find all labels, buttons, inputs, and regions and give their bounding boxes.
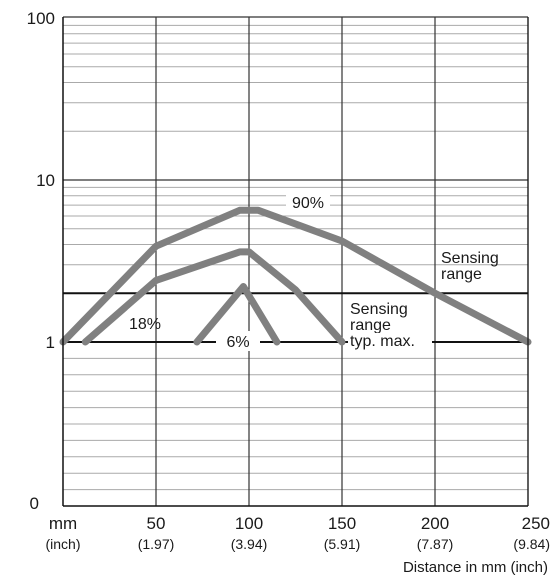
series-line-3 (193, 283, 281, 346)
reference-line-label: Sensing (350, 301, 408, 318)
curves (59, 206, 532, 346)
y-tick-label-zero: 0 (30, 494, 39, 513)
x-tick-sub-label: (9.84) (513, 536, 550, 552)
x-tick-label: 200 (421, 514, 449, 533)
axes (62, 17, 529, 507)
x-tick-sub-label: (5.91) (324, 536, 361, 552)
label-backing (216, 331, 260, 351)
series-label: 6% (226, 334, 249, 351)
x-unit-sub-label: (inch) (45, 536, 80, 552)
y-tick-label: 1 (46, 333, 55, 352)
reference-line-label: range (441, 266, 482, 283)
x-tick-label: 50 (147, 514, 166, 533)
reference-line-label: Sensing (441, 250, 499, 267)
series-line-2 (81, 248, 346, 346)
x-tick-sub-label: (7.87) (417, 536, 454, 552)
labels: 1 10 100 0 mm (inch) 50 (1.97) 100 (3.94) 150 (5.91… (27, 9, 550, 576)
x-axis-title: Distance in mm (inch) (403, 559, 548, 576)
y-tick-label: 10 (36, 171, 55, 190)
reference-line-label: typ. max. (350, 333, 415, 350)
grid (63, 16, 529, 506)
x-tick-sub-label: (1.97) (138, 536, 175, 552)
y-tick-label: 100 (27, 9, 55, 28)
x-tick-sub-label: (3.94) (231, 536, 268, 552)
label-backing (286, 192, 330, 212)
x-unit-label: mm (49, 514, 77, 533)
series-label: 90% (292, 195, 324, 212)
x-tick-label: 150 (328, 514, 356, 533)
label-backing (348, 333, 432, 350)
reference-line-label: range (350, 317, 391, 334)
x-tick-label: 100 (235, 514, 263, 533)
x-tick-label: 250 (522, 514, 550, 533)
series-label: 18% (129, 316, 161, 333)
